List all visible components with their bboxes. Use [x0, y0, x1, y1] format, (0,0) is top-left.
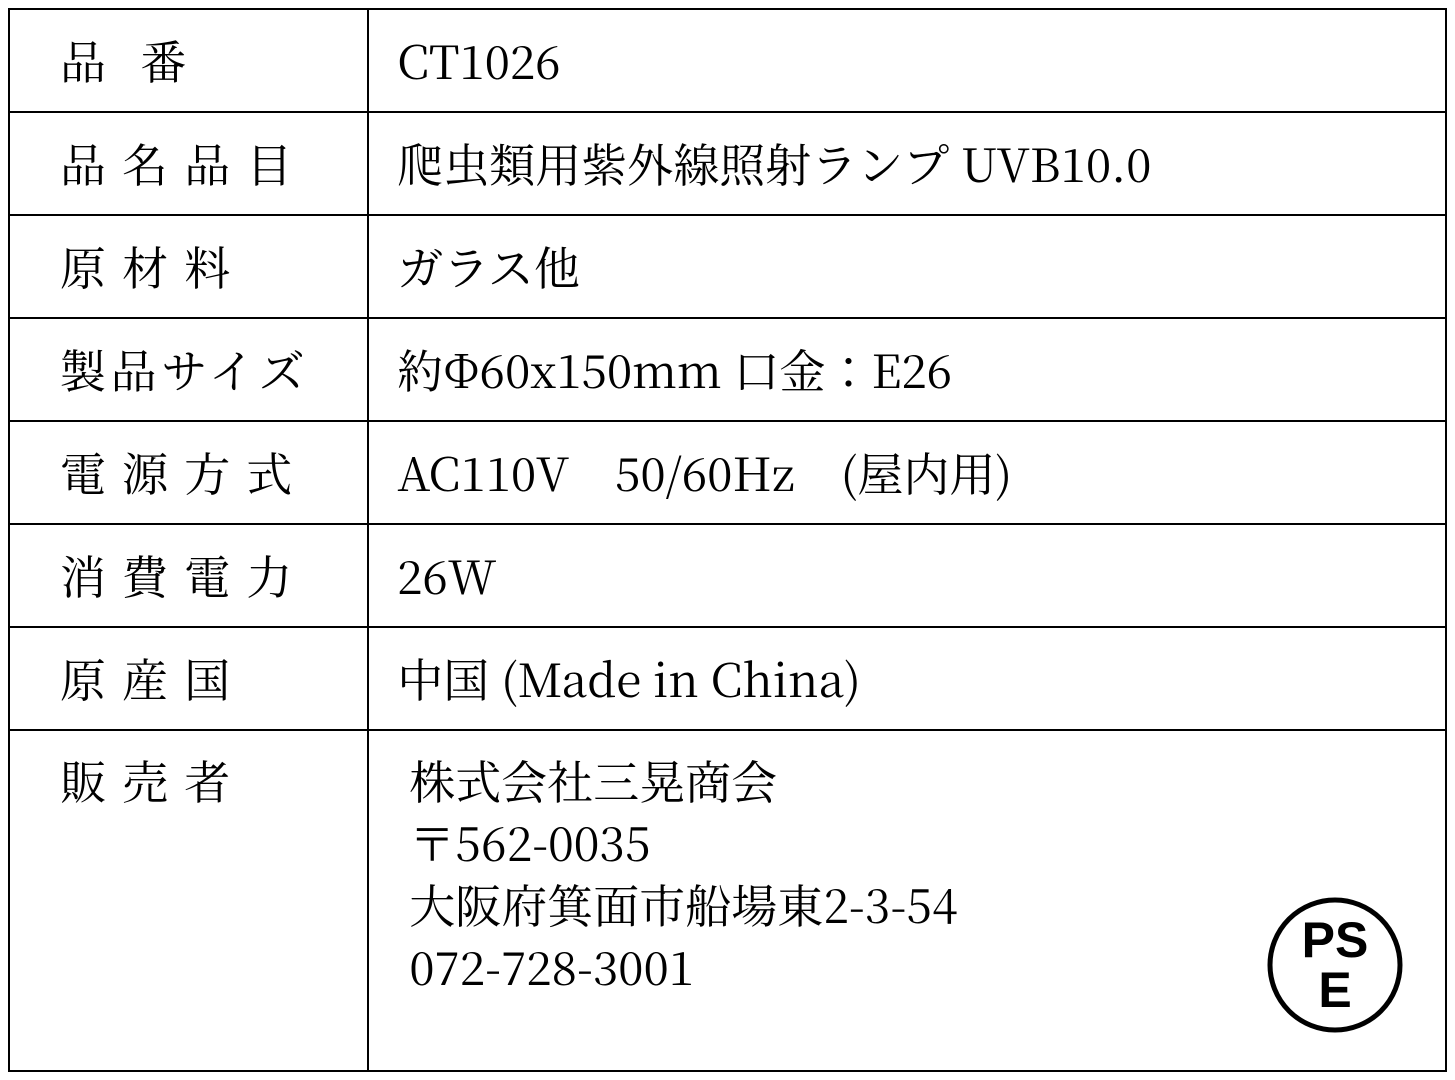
row-value: 26W: [368, 524, 1446, 627]
row-label: 販売者: [9, 730, 368, 1071]
table-row: 原産国 中国 (Made in China): [9, 627, 1446, 730]
row-label: 消費電力: [9, 524, 368, 627]
row-value: ガラス他: [368, 215, 1446, 318]
row-label: 原産国: [9, 627, 368, 730]
seller-row: 販売者 株式会社三晃商会 〒562-0035 大阪府箕面市船場東2-3-54 0…: [9, 730, 1446, 1071]
row-value: CT1026: [368, 9, 1446, 112]
seller-cell: 株式会社三晃商会 〒562-0035 大阪府箕面市船場東2-3-54 072-7…: [368, 730, 1446, 1071]
row-label: 製品サイズ: [9, 318, 368, 421]
table-row: 消費電力 26W: [9, 524, 1446, 627]
row-label: 原材料: [9, 215, 368, 318]
row-value: 中国 (Made in China): [368, 627, 1446, 730]
table-row: 製品サイズ 約Φ60x150mm 口金：E26: [9, 318, 1446, 421]
product-spec-table: 品番 CT1026 品名品目 爬虫類用紫外線照射ランプ UVB10.0 原材料 …: [8, 8, 1447, 1072]
table-row: 品名品目 爬虫類用紫外線照射ランプ UVB10.0: [9, 112, 1446, 215]
row-label: 品番: [9, 9, 368, 112]
row-value: 爬虫類用紫外線照射ランプ UVB10.0: [368, 112, 1446, 215]
row-value: AC110V 50/60Hz (屋内用): [368, 421, 1446, 524]
table-row: 品番 CT1026: [9, 9, 1446, 112]
row-label: 品名品目: [9, 112, 368, 215]
table-row: 電源方式 AC110V 50/60Hz (屋内用): [9, 421, 1446, 524]
row-label: 電源方式: [9, 421, 368, 524]
pse-line2: E: [1318, 962, 1351, 1018]
seller-postal: 〒562-0035: [409, 811, 1421, 873]
pse-mark-icon: PS E: [1265, 895, 1405, 1035]
table-row: 原材料 ガラス他: [9, 215, 1446, 318]
pse-line1: PS: [1302, 912, 1369, 968]
row-value: 約Φ60x150mm 口金：E26: [368, 318, 1446, 421]
seller-company: 株式会社三晃商会: [409, 749, 1421, 811]
